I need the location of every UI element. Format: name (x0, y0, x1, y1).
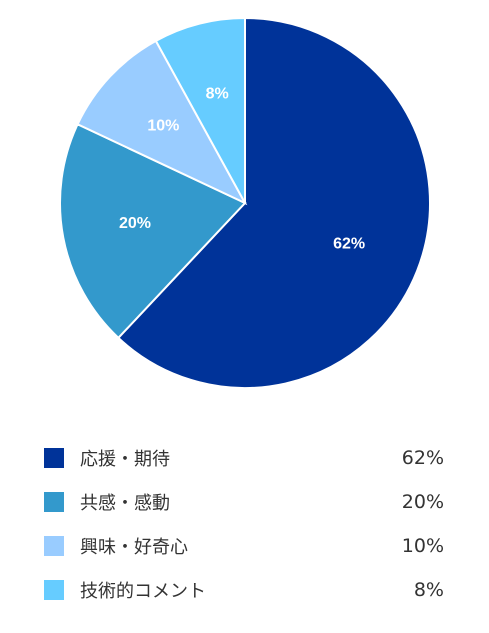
pie-slice-technical (154, 16, 246, 204)
slice-label-curiosity: 10% (147, 118, 179, 135)
legend-item-technical: 技術的コメント 8% (44, 568, 444, 612)
legend-swatch (44, 492, 64, 512)
legend-item-curiosity: 興味・好奇心 10% (44, 524, 444, 568)
legend-label: 応援・期待 (80, 449, 170, 470)
pie-slice-support (116, 16, 431, 389)
pie-labels: 62% 20% 10% 8% (119, 86, 365, 253)
chart-legend: 応援・期待 62% 共感・感動 20% 興味・好奇心 10% 技術的コメント 8… (44, 436, 444, 612)
legend-item-support: 応援・期待 62% (44, 436, 444, 480)
slice-label-empathy: 20% (119, 215, 151, 232)
legend-value: 20% (401, 491, 444, 513)
pie-slice-curiosity (76, 39, 248, 206)
legend-swatch (44, 536, 64, 556)
legend-value: 62% (401, 447, 444, 469)
pie-slices (59, 16, 431, 389)
pie-slice-empathy (59, 122, 247, 340)
legend-label: 共感・感動 (80, 493, 170, 514)
legend-swatch (44, 448, 64, 468)
legend-value: 8% (413, 579, 444, 601)
legend-item-empathy: 共感・感動 20% (44, 480, 444, 524)
pie-chart: 62% 20% 10% 8% (59, 16, 431, 389)
legend-swatch (44, 580, 64, 600)
legend-value: 10% (401, 535, 444, 557)
legend-label: 興味・好奇心 (80, 537, 188, 558)
slice-label-support: 62% (333, 235, 365, 252)
slice-label-technical: 8% (206, 86, 229, 103)
legend-label: 技術的コメント (80, 581, 206, 602)
